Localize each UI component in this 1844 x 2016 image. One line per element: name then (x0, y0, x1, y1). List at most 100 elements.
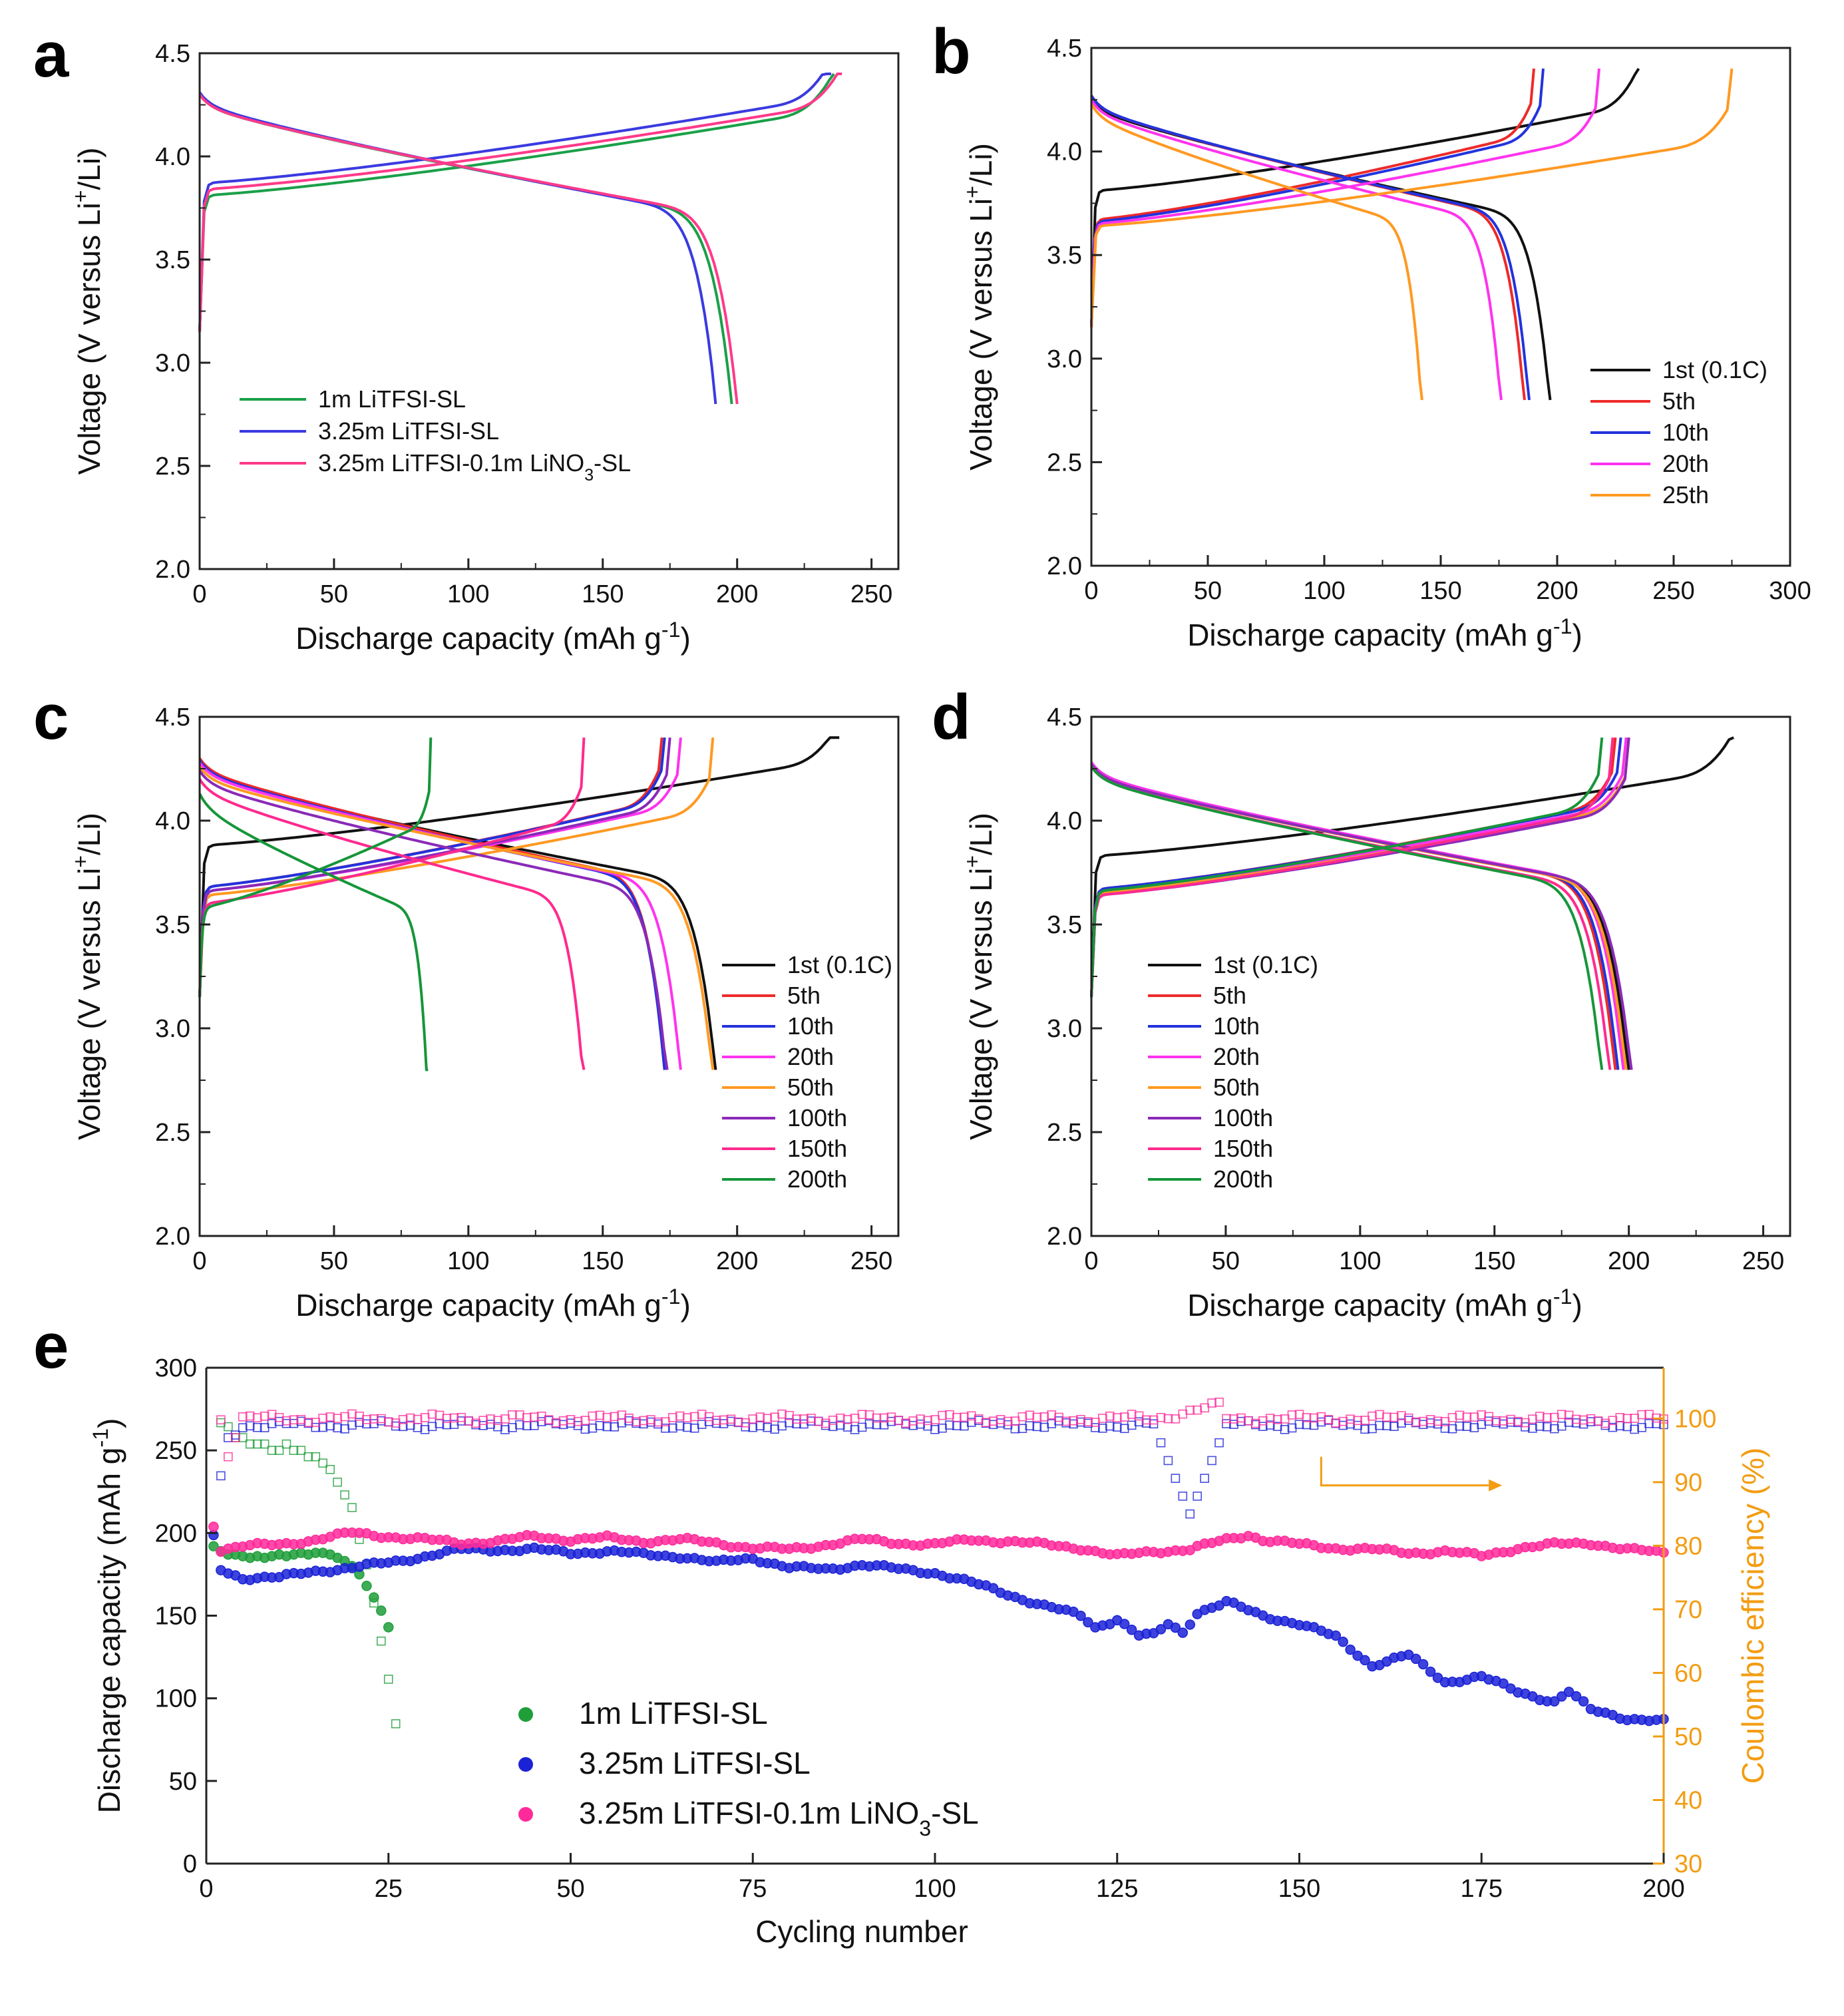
efficiency-point-2 (792, 1414, 801, 1424)
efficiency-point-2 (894, 1416, 904, 1425)
capacity-point-0 (383, 1622, 394, 1633)
efficiency-point-2 (1528, 1414, 1537, 1424)
marks-e (208, 1397, 1669, 1728)
capacity-point-1 (1425, 1667, 1436, 1677)
efficiency-point-2 (945, 1410, 954, 1420)
efficiency-point-2 (1411, 1417, 1421, 1427)
efficiency-point-1 (1368, 1424, 1377, 1434)
efficiency-point-1 (930, 1424, 940, 1434)
curve-a-discharge-1 (198, 91, 717, 405)
x-axis-title-c-part: Discharge capacity (mAh g (295, 1288, 661, 1322)
capacity-point-1 (1126, 1625, 1137, 1635)
y-axis-title-a-part: + (69, 190, 92, 202)
y-tick-label-b: 4.5 (1047, 35, 1082, 63)
efficiency-point-1 (799, 1419, 809, 1429)
efficiency-point-2 (1098, 1414, 1107, 1423)
curve-d-charge-6 (1090, 737, 1614, 998)
x-axis-title-c-part: -1 (661, 1285, 681, 1309)
efficiency-point-2 (486, 1414, 495, 1424)
efficiency-point-1 (1549, 1424, 1559, 1434)
y2-tick-label-e: 50 (1674, 1723, 1702, 1751)
efficiency-point-2 (667, 1413, 677, 1422)
efficiency-point-1 (1375, 1420, 1384, 1430)
efficiency-point-1 (580, 1424, 590, 1434)
efficiency-point-2 (1272, 1415, 1282, 1424)
capacity-point-1 (1155, 1624, 1167, 1635)
efficiency-point-1 (1644, 1419, 1654, 1428)
efficiency-point-1 (238, 1423, 248, 1432)
efficiency-point-2 (1375, 1410, 1384, 1420)
efficiency-point-2 (1112, 1413, 1122, 1422)
legend-label-d-4: 50th (1213, 1074, 1260, 1101)
efficiency-point-1 (1178, 1492, 1188, 1501)
efficiency-point-1 (1360, 1424, 1370, 1434)
capacity-point-1 (1345, 1644, 1356, 1655)
efficiency-point-2 (303, 1418, 313, 1427)
legend-label-c-4-part: 50th (787, 1074, 834, 1101)
x-axis-title-a-part: ) (680, 621, 690, 656)
efficiency-point-1 (405, 1420, 415, 1430)
y-tick-label-e: 300 (155, 1354, 197, 1382)
efficiency-point-1 (1564, 1418, 1574, 1427)
capacity-point-1 (1185, 1619, 1195, 1630)
x-tick-label-e: 125 (1096, 1875, 1138, 1903)
efficiency-point-2 (1491, 1416, 1501, 1426)
x-axis-title-b-part: -1 (1553, 614, 1572, 638)
efficiency-point-1 (515, 1420, 524, 1430)
x-tick-label-c: 150 (582, 1247, 624, 1275)
efficiency-point-2 (886, 1412, 896, 1422)
efficiency-point-2 (551, 1418, 561, 1428)
x-tick-label-c: 0 (192, 1247, 206, 1275)
x-axis-title-b-part: Discharge capacity (mAh g (1187, 618, 1553, 652)
efficiency-point-1 (1528, 1424, 1537, 1433)
efficiency-point-2 (1331, 1418, 1341, 1428)
curve-b-charge-3 (1090, 68, 1600, 328)
y-tick-label-b: 4.0 (1047, 138, 1082, 166)
panel-letter-e: e (33, 1310, 69, 1382)
capacity-point-1 (1330, 1630, 1341, 1641)
efficiency-point-1 (1163, 1456, 1173, 1466)
curve-c-discharge-5 (198, 769, 669, 1070)
legend-label-c-6-part: 150th (787, 1135, 847, 1162)
efficiency-point-2 (238, 1412, 248, 1422)
curve-c-discharge-4 (198, 765, 715, 1070)
x-tick-label-d: 200 (1608, 1247, 1650, 1275)
efficiency-point-0 (347, 1503, 357, 1512)
efficiency-point-2 (1346, 1414, 1355, 1424)
curve-b-discharge-4 (1090, 103, 1423, 401)
capacity-point-0 (376, 1605, 387, 1616)
efficiency-point-2 (653, 1417, 663, 1427)
efficiency-point-2 (879, 1413, 889, 1423)
x-tick-label-b: 250 (1652, 577, 1694, 605)
capacity-point-1 (1498, 1678, 1509, 1689)
legend-label-b-2-part: 10th (1662, 419, 1709, 446)
efficiency-point-1 (1134, 1417, 1144, 1427)
legend-label-c-3: 20th (787, 1043, 834, 1070)
efficiency-point-1 (1025, 1421, 1035, 1431)
curve-c-charge-5 (198, 737, 671, 998)
efficiency-point-1 (1477, 1420, 1487, 1430)
plot-frame-a (198, 52, 900, 570)
x-axis-title-a-part: Discharge capacity (mAh g (295, 621, 661, 656)
x-axis-title-b: Discharge capacity (mAh g-1) (1187, 614, 1582, 652)
y2-tick-label-e: 30 (1674, 1850, 1702, 1878)
curve-d-discharge-5 (1090, 763, 1633, 1070)
efficiency-point-2 (1622, 1414, 1632, 1424)
x-axis-title-c-part: ) (680, 1288, 690, 1322)
efficiency-point-1 (661, 1424, 670, 1433)
y-axis-title-a-part: /Li) (72, 148, 106, 190)
y2-tick-label-e: 60 (1674, 1659, 1702, 1687)
capacity-point-2 (208, 1521, 219, 1532)
efficiency-point-1 (493, 1422, 502, 1432)
y-axis-title-b: Voltage (V versus Li+/Li) (960, 143, 998, 471)
efficiency-point-2 (1469, 1412, 1479, 1422)
efficiency-point-2 (952, 1412, 962, 1422)
curve-a-charge-1 (198, 73, 831, 332)
efficiency-point-2 (1302, 1413, 1312, 1422)
efficiency-point-2 (1244, 1416, 1253, 1426)
x-tick-label-d: 100 (1339, 1247, 1381, 1275)
legend-label-a-2-part: 3 (584, 466, 594, 485)
efficiency-point-2 (1578, 1415, 1588, 1425)
legend-label-b-0-part: 1st (0.1C) (1662, 356, 1767, 383)
efficiency-point-1 (945, 1420, 954, 1430)
